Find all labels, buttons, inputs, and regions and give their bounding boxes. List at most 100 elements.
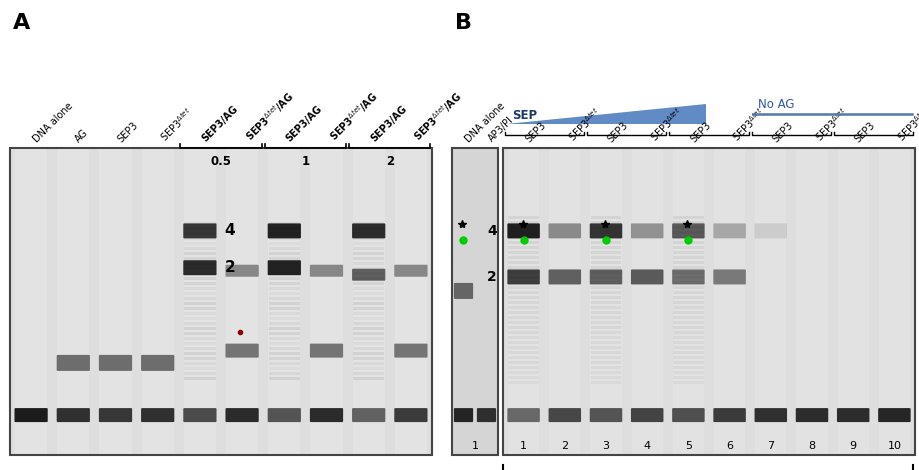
Text: SEP3: SEP3 bbox=[606, 120, 630, 144]
Bar bbox=[673, 360, 703, 363]
Bar bbox=[353, 257, 384, 260]
FancyBboxPatch shape bbox=[712, 269, 745, 284]
Text: SEP3: SEP3 bbox=[523, 120, 548, 144]
FancyBboxPatch shape bbox=[630, 223, 663, 238]
FancyBboxPatch shape bbox=[141, 408, 174, 422]
Text: DNA alone: DNA alone bbox=[31, 101, 74, 144]
FancyBboxPatch shape bbox=[476, 408, 495, 422]
Bar bbox=[10, 148, 432, 455]
Bar bbox=[353, 227, 384, 230]
Bar bbox=[508, 366, 539, 368]
Text: 9: 9 bbox=[849, 441, 856, 451]
Bar bbox=[184, 357, 215, 360]
FancyBboxPatch shape bbox=[712, 408, 745, 422]
Bar bbox=[184, 287, 215, 290]
FancyBboxPatch shape bbox=[310, 265, 343, 277]
Bar bbox=[590, 260, 620, 264]
Bar bbox=[184, 307, 215, 310]
FancyBboxPatch shape bbox=[57, 408, 90, 422]
Text: SEP3$^{\Delta tet}$: SEP3$^{\Delta tet}$ bbox=[564, 105, 603, 144]
Bar bbox=[673, 251, 703, 253]
Bar bbox=[353, 282, 384, 285]
FancyBboxPatch shape bbox=[672, 269, 704, 284]
Bar bbox=[508, 256, 539, 258]
Text: 1: 1 bbox=[519, 441, 527, 451]
Bar bbox=[508, 341, 539, 344]
FancyBboxPatch shape bbox=[394, 344, 427, 358]
Bar bbox=[184, 342, 215, 345]
Bar bbox=[268, 277, 300, 280]
Bar bbox=[353, 232, 384, 235]
Bar bbox=[673, 266, 703, 268]
FancyBboxPatch shape bbox=[225, 408, 258, 422]
Text: SEP3$^{\Delta tet}$: SEP3$^{\Delta tet}$ bbox=[729, 105, 767, 144]
FancyBboxPatch shape bbox=[183, 223, 216, 238]
Text: 10: 10 bbox=[887, 441, 901, 451]
Bar bbox=[673, 311, 703, 313]
Text: DNA alone: DNA alone bbox=[463, 101, 506, 144]
Bar bbox=[630, 149, 662, 454]
Bar bbox=[99, 149, 131, 454]
Text: 2: 2 bbox=[487, 270, 496, 284]
Bar bbox=[673, 290, 703, 294]
Text: SEP3/AG: SEP3/AG bbox=[199, 104, 240, 144]
Bar bbox=[268, 149, 300, 454]
Bar bbox=[590, 216, 620, 219]
Bar bbox=[268, 352, 300, 355]
Bar bbox=[508, 311, 539, 313]
Bar bbox=[353, 277, 384, 280]
Bar bbox=[673, 241, 703, 243]
Bar bbox=[184, 332, 215, 335]
Bar bbox=[508, 351, 539, 353]
Bar bbox=[353, 317, 384, 320]
Bar bbox=[673, 256, 703, 258]
Bar bbox=[184, 266, 215, 270]
Bar bbox=[508, 326, 539, 329]
Text: B: B bbox=[455, 13, 471, 33]
Bar bbox=[508, 381, 539, 384]
Bar bbox=[184, 317, 215, 320]
FancyBboxPatch shape bbox=[878, 408, 910, 422]
Bar bbox=[184, 352, 215, 355]
Bar bbox=[673, 245, 703, 249]
Text: 4: 4 bbox=[643, 441, 650, 451]
Bar bbox=[353, 302, 384, 305]
Bar bbox=[184, 262, 215, 265]
Bar bbox=[673, 286, 703, 289]
FancyBboxPatch shape bbox=[453, 408, 472, 422]
Bar bbox=[590, 149, 621, 454]
Bar bbox=[590, 256, 620, 258]
Bar bbox=[673, 226, 703, 228]
Bar bbox=[353, 347, 384, 350]
FancyBboxPatch shape bbox=[672, 223, 704, 238]
Text: 7: 7 bbox=[766, 441, 774, 451]
Text: SEP3$^{\Delta tet}$/AG: SEP3$^{\Delta tet}$/AG bbox=[411, 89, 465, 144]
Bar bbox=[184, 376, 215, 380]
Bar bbox=[673, 235, 703, 239]
Text: AP3/PI: AP3/PI bbox=[486, 115, 515, 144]
Text: SEP3: SEP3 bbox=[852, 120, 877, 144]
FancyBboxPatch shape bbox=[836, 408, 868, 422]
Bar bbox=[508, 251, 539, 253]
Bar bbox=[673, 376, 703, 378]
Bar bbox=[590, 376, 620, 378]
FancyBboxPatch shape bbox=[548, 269, 581, 284]
Bar bbox=[673, 315, 703, 319]
Bar bbox=[508, 271, 539, 274]
Text: 0.5: 0.5 bbox=[210, 155, 232, 168]
Text: No AG: No AG bbox=[757, 98, 794, 111]
Bar bbox=[268, 247, 300, 250]
Bar bbox=[590, 266, 620, 268]
Bar bbox=[508, 330, 539, 334]
FancyBboxPatch shape bbox=[548, 408, 581, 422]
Text: SEP3: SEP3 bbox=[116, 120, 140, 144]
Bar bbox=[353, 272, 384, 275]
Bar bbox=[184, 251, 215, 255]
Bar bbox=[352, 149, 384, 454]
Text: 3: 3 bbox=[602, 441, 608, 451]
Bar bbox=[673, 345, 703, 349]
Bar bbox=[353, 327, 384, 330]
Bar bbox=[353, 287, 384, 290]
Bar bbox=[508, 336, 539, 338]
Bar bbox=[268, 332, 300, 335]
